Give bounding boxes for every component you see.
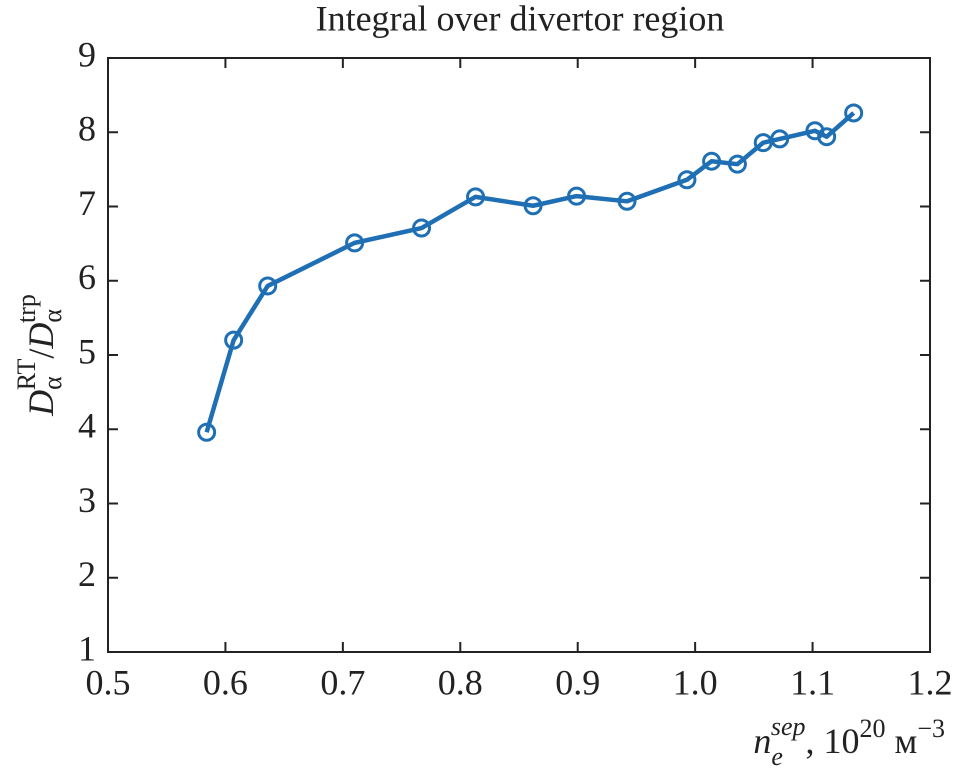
marker: [817, 127, 837, 147]
y-tick-label: 2: [78, 554, 96, 594]
x-tick-label: 0.5: [86, 662, 131, 702]
y-tick-label: 9: [78, 34, 96, 74]
x-tick-label: 0.9: [555, 662, 600, 702]
chart-title: Integral over divertor region: [316, 0, 725, 38]
line: [204, 111, 856, 433]
marker: [844, 103, 864, 123]
y-label-part: α: [38, 309, 67, 323]
y-tick-label: 5: [78, 331, 96, 371]
y-tick-label: 3: [78, 480, 96, 520]
marker: [412, 218, 432, 238]
y-label-part: D: [21, 390, 61, 417]
marker: [224, 330, 244, 350]
y-label-part: D: [21, 323, 61, 350]
marker: [567, 186, 587, 206]
y-tick-label: 8: [78, 109, 96, 149]
x-tick-label: 0.6: [203, 662, 248, 702]
x-tick-label: 0.8: [438, 662, 483, 702]
x-label-part: n: [753, 721, 771, 761]
y-label-part: RT: [12, 359, 41, 391]
y-label-part: α: [38, 376, 67, 390]
x-tick-label: 1.1: [790, 662, 835, 702]
x-label-part: 20: [860, 714, 886, 743]
x-label-part: e: [771, 742, 783, 771]
x-label-part: sep: [771, 712, 806, 741]
marker: [617, 191, 637, 211]
y-tick-label: 6: [78, 257, 96, 297]
x-tick-label: 1.2: [908, 662, 953, 702]
y-label-part: trp: [12, 294, 41, 323]
marker: [727, 154, 747, 174]
marker: [702, 151, 722, 171]
x-tick-label: 1.0: [673, 662, 718, 702]
marker: [345, 233, 365, 253]
x-label-part: −3: [917, 714, 945, 743]
y-label-part: /: [21, 349, 61, 359]
y-tick-label: 7: [78, 183, 96, 223]
y-tick-label: 4: [78, 406, 96, 446]
marker: [466, 187, 486, 207]
x-label-part: , 10: [806, 721, 860, 761]
y-tick-label: 1: [78, 628, 96, 668]
y-axis-label: DαRT/Dαtrp: [12, 294, 67, 417]
marker: [770, 129, 790, 149]
marker: [523, 196, 543, 216]
x-tick-label: 0.7: [320, 662, 365, 702]
x-axis-label: nesep, 1020 м−3: [753, 712, 945, 772]
x-label-part: м: [886, 721, 918, 761]
marker: [197, 422, 217, 442]
marker: [677, 170, 697, 190]
marker: [258, 276, 278, 296]
